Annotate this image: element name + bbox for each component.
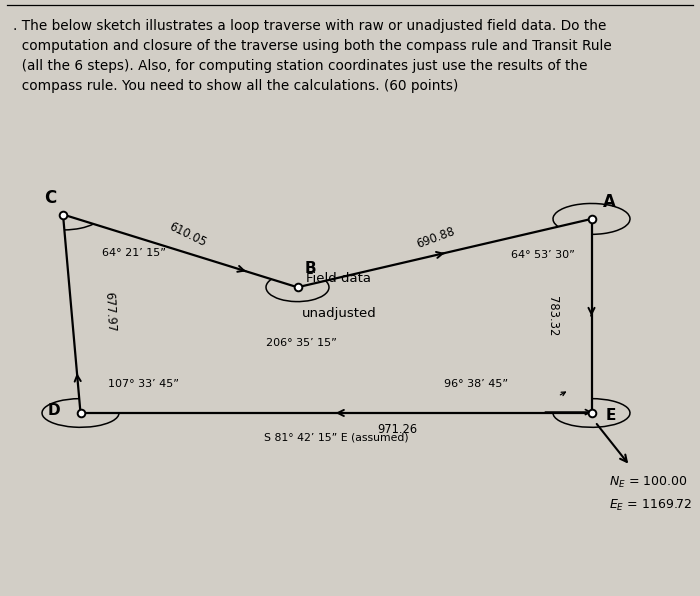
Text: E: E (606, 408, 616, 423)
Text: 610.05: 610.05 (167, 220, 208, 249)
Text: S 81° 42’ 15” E (assumed): S 81° 42’ 15” E (assumed) (264, 432, 408, 442)
Text: Field data: Field data (307, 272, 371, 285)
Text: 677.97: 677.97 (103, 292, 118, 333)
Text: 64° 53’ 30”: 64° 53’ 30” (511, 250, 575, 260)
Text: D: D (48, 403, 60, 418)
Text: 783.32: 783.32 (547, 296, 559, 336)
Text: 64° 21’ 15”: 64° 21’ 15” (102, 247, 165, 257)
Text: $N_E$ = 100.00
$E_E$ = 1169.72: $N_E$ = 100.00 $E_E$ = 1169.72 (609, 474, 692, 513)
Text: unadjusted: unadjusted (302, 307, 376, 320)
Text: 971.26: 971.26 (377, 423, 417, 436)
Text: B: B (304, 261, 316, 277)
Text: 107° 33’ 45”: 107° 33’ 45” (108, 378, 179, 389)
Text: C: C (44, 189, 57, 207)
Text: 96° 38’ 45”: 96° 38’ 45” (444, 378, 509, 389)
Text: 690.88: 690.88 (414, 224, 456, 250)
Text: . The below sketch illustrates a loop traverse with raw or unadjusted field data: . The below sketch illustrates a loop tr… (13, 18, 611, 93)
Text: 206° 35’ 15”: 206° 35’ 15” (265, 338, 337, 348)
Text: A: A (603, 193, 615, 211)
